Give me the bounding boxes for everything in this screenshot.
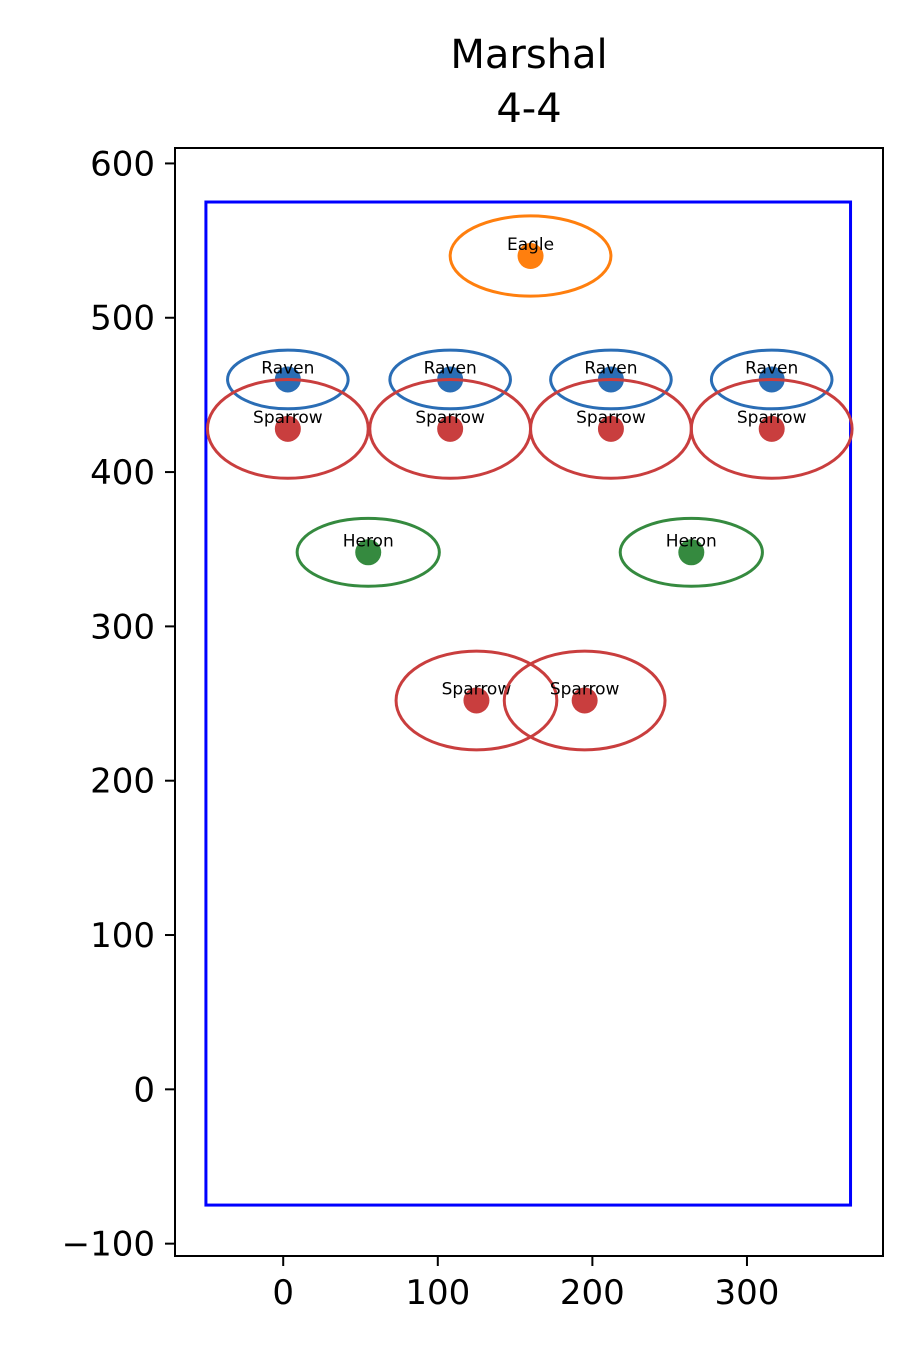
y-tick-label-0: −100 (62, 1225, 155, 1265)
y-tick-label-1: 0 (133, 1070, 155, 1110)
player-zone-8 (689, 377, 854, 480)
player-label-0: Eagle (507, 235, 554, 255)
chart-subtitle: 4-4 (496, 86, 561, 132)
player-label-2: Raven (424, 358, 477, 378)
y-tick-label-6: 500 (90, 299, 155, 339)
player-marker-0 (517, 243, 544, 270)
player-marker-6 (437, 415, 464, 442)
player-label-8: Sparrow (737, 408, 807, 428)
player-label-6: Sparrow (415, 408, 485, 428)
axes-frame (174, 147, 884, 1257)
y-tick-label-4: 300 (90, 607, 155, 647)
y-tick-label-2: 100 (90, 916, 155, 956)
player-marker-5 (274, 415, 301, 442)
player-marker-9 (355, 539, 382, 566)
x-tick-label-2: 200 (560, 1273, 625, 1313)
y-tick-label-7: 600 (90, 144, 155, 184)
player-zone-3 (549, 348, 673, 411)
player-zone-2 (388, 348, 512, 411)
player-marker-8 (758, 415, 785, 442)
player-label-9: Heron (343, 531, 394, 551)
y-tick-label-3: 200 (90, 762, 155, 802)
x-tick-label-3: 300 (715, 1273, 780, 1313)
player-zone-0 (448, 214, 613, 298)
player-zone-9 (295, 516, 441, 588)
player-label-5: Sparrow (253, 408, 323, 428)
y-tick-label-5: 400 (90, 453, 155, 493)
player-zone-12 (502, 649, 667, 752)
player-marker-12 (571, 687, 598, 714)
player-marker-7 (597, 415, 624, 442)
axes: 0 100 200 300 −100 0 100 200 300 400 500 600 (62, 144, 884, 1313)
player-zone-4 (709, 348, 834, 411)
player-label-12: Sparrow (550, 679, 620, 699)
boundary-rect (204, 200, 853, 1207)
player-label-7: Sparrow (576, 408, 646, 428)
player-label-4: Raven (745, 358, 798, 378)
player-label-11: Sparrow (442, 679, 512, 699)
player-label-1: Raven (261, 358, 314, 378)
player-zone-1 (226, 348, 350, 411)
player-label-10: Heron (666, 531, 717, 551)
player-zone-5 (205, 377, 370, 480)
chart-title: Marshal (450, 32, 607, 78)
player-zone-11 (394, 649, 559, 752)
player-zone-10 (618, 516, 764, 588)
x-tick-label-0: 0 (272, 1273, 294, 1313)
plot-area: Eagle Raven Raven Raven Raven Sparrow Sparrow S… (204, 200, 854, 1207)
x-tick-label-1: 100 (405, 1273, 470, 1313)
player-label-3: Raven (584, 358, 637, 378)
player-marker-10 (678, 539, 705, 566)
player-marker-11 (463, 687, 490, 714)
